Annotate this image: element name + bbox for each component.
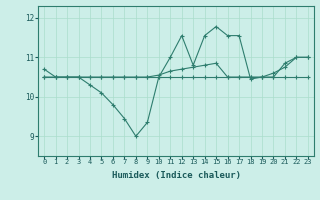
X-axis label: Humidex (Indice chaleur): Humidex (Indice chaleur): [111, 171, 241, 180]
